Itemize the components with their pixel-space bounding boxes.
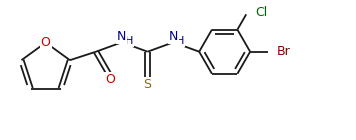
Text: S: S bbox=[143, 78, 152, 91]
Text: O: O bbox=[41, 36, 51, 49]
Text: H: H bbox=[176, 36, 184, 46]
Text: N: N bbox=[117, 30, 126, 43]
Text: H: H bbox=[125, 36, 133, 46]
Text: Cl: Cl bbox=[255, 6, 267, 19]
Text: O: O bbox=[105, 73, 115, 86]
Text: Br: Br bbox=[277, 45, 290, 58]
Text: N: N bbox=[169, 30, 178, 43]
